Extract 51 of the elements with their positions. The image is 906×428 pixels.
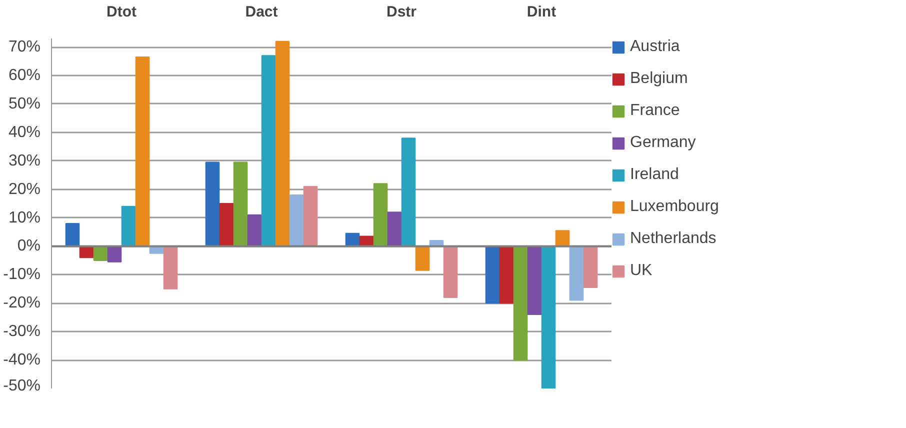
bar [261, 55, 276, 247]
y-tick-label: -50% [3, 378, 41, 394]
x-tick-label: Dint [526, 4, 556, 20]
y-tick-label: -40% [3, 352, 41, 369]
bar [303, 186, 318, 247]
bar [569, 246, 584, 301]
bar [541, 246, 556, 388]
bar [499, 246, 514, 304]
legend-label: Luxembourg [630, 198, 719, 216]
x-tick-label: Dact [245, 4, 278, 20]
y-tick-label: 10% [8, 209, 41, 226]
y-tick-label: 60% [8, 66, 41, 84]
bar [121, 206, 136, 247]
bar [233, 162, 248, 247]
bar [401, 138, 416, 247]
bar [65, 222, 80, 247]
bar [513, 246, 528, 361]
bar [205, 162, 220, 247]
bar [163, 246, 178, 290]
bar [275, 40, 290, 247]
bar [135, 56, 150, 247]
bar [387, 212, 402, 247]
y-tick-label: 50% [8, 95, 41, 112]
bar [485, 246, 500, 304]
y-tick-label: -10% [3, 266, 41, 284]
bar [583, 246, 598, 288]
legend-label: France [630, 102, 680, 120]
bar [289, 194, 304, 247]
y-tick-label: 30% [8, 152, 41, 170]
legend-label: Austria [630, 38, 680, 56]
y-tick-label: 0% [17, 238, 40, 255]
bar [247, 214, 262, 247]
legend-label: Netherlands [630, 230, 716, 248]
x-tick-label: Dtot [106, 4, 137, 20]
bar [219, 203, 234, 247]
legend-label: Ireland [630, 166, 679, 184]
legend-label: Germany [630, 134, 696, 152]
bar [415, 246, 430, 271]
y-tick-label: 70% [8, 38, 41, 56]
y-tick-label: -30% [3, 323, 41, 340]
legend-label: Belgium [630, 70, 688, 88]
bar [373, 183, 388, 247]
legend-label: UK [630, 262, 652, 280]
y-tick-label: 40% [8, 124, 41, 141]
bar [93, 246, 108, 261]
bar [443, 246, 458, 298]
bar [107, 246, 122, 262]
x-tick-label: Dstr [386, 4, 417, 20]
y-tick-label: -20% [3, 294, 41, 312]
y-tick-label: 20% [8, 180, 41, 198]
bar [527, 246, 542, 316]
